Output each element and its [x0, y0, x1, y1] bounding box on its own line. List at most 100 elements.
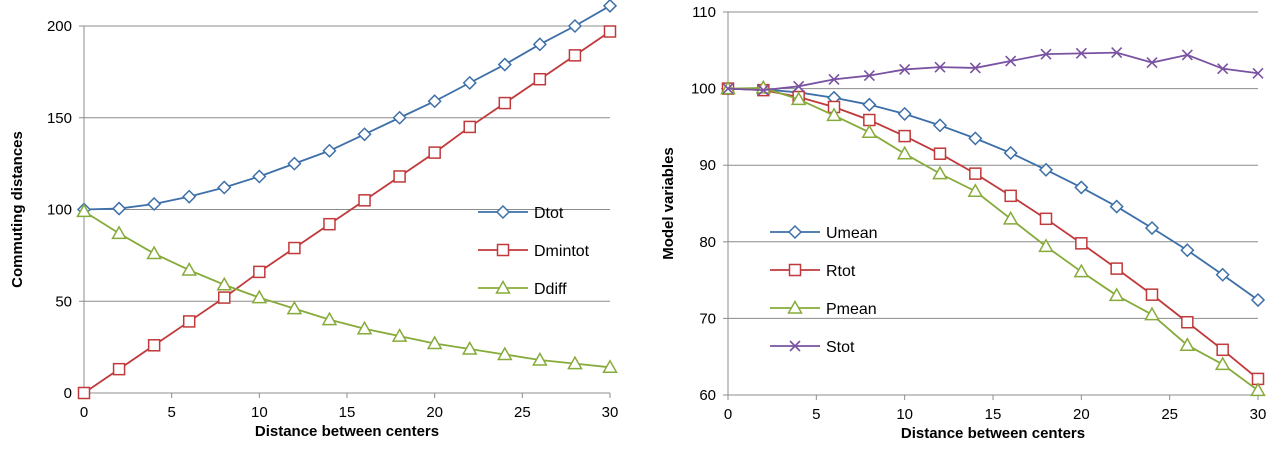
x-tick-label: 0	[724, 406, 732, 423]
data-point	[356, 320, 373, 335]
data-point	[392, 110, 407, 125]
legend-entry: Dmintot	[478, 243, 590, 260]
legend-marker	[495, 204, 511, 220]
data-point	[76, 203, 92, 218]
series-dtot	[76, 0, 618, 217]
data-point	[217, 180, 232, 195]
y-tick-label: 100	[691, 81, 716, 98]
x-tick-label: 5	[812, 406, 820, 423]
data-point	[252, 169, 267, 184]
data-point	[1250, 382, 1266, 397]
series-stot	[722, 47, 1264, 96]
data-point	[1181, 315, 1194, 329]
data-point	[828, 73, 840, 85]
data-point	[462, 75, 477, 90]
data-point	[428, 146, 441, 159]
data-point	[932, 165, 948, 180]
data-point	[1180, 243, 1195, 258]
data-point	[357, 127, 372, 142]
series-umean	[720, 81, 1266, 308]
data-point	[391, 328, 408, 342]
data-point	[322, 143, 337, 158]
x-tick-label: 5	[167, 404, 175, 421]
data-point	[568, 49, 582, 62]
data-point	[826, 107, 842, 122]
data-point	[497, 57, 512, 72]
legend-entry: Dtot	[478, 204, 564, 222]
data-point	[1146, 56, 1158, 69]
data-point	[933, 147, 947, 160]
legend-entry: Rtot	[770, 263, 856, 280]
data-point	[321, 311, 338, 326]
legend: Umean Rtot Pmean Stot	[770, 224, 878, 356]
legend-marker	[787, 224, 803, 240]
data-point	[1040, 48, 1052, 60]
series-pmean	[720, 79, 1266, 397]
series-line	[727, 87, 1259, 301]
series-line	[83, 210, 611, 369]
data-point	[323, 217, 336, 231]
data-point	[757, 84, 769, 96]
data-point	[1075, 237, 1088, 250]
x-axis-title: Distance between centers	[901, 425, 1085, 442]
data-point	[603, 25, 617, 38]
data-point	[1003, 145, 1018, 161]
data-point	[147, 339, 161, 352]
data-point	[863, 70, 875, 82]
data-point	[932, 118, 948, 133]
data-point	[182, 189, 197, 204]
data-point	[896, 145, 913, 160]
data-point	[533, 72, 547, 86]
data-point	[1005, 55, 1017, 67]
series-line	[83, 5, 611, 211]
data-point	[426, 335, 443, 350]
legend-label: Dtot	[534, 205, 564, 222]
data-point	[358, 194, 371, 207]
data-point	[1217, 63, 1229, 75]
y-tick-label: 200	[47, 18, 72, 35]
data-point	[182, 315, 196, 328]
y-tick-label: 70	[699, 310, 716, 327]
legend-entry: Pmean	[770, 299, 877, 318]
data-point	[1073, 263, 1090, 278]
series-line	[83, 30, 611, 394]
x-tick-label: 10	[896, 406, 913, 423]
data-point	[793, 80, 805, 92]
data-point	[288, 241, 301, 255]
x-tick-label: 25	[1161, 406, 1178, 423]
data-point	[1144, 220, 1160, 236]
x-tick-label: 0	[80, 404, 88, 421]
data-point	[1002, 210, 1019, 225]
data-point	[1252, 67, 1264, 79]
data-point	[861, 124, 878, 139]
y-tick-label: 50	[55, 293, 72, 310]
data-point	[722, 83, 734, 95]
data-point	[969, 167, 982, 180]
series-rtot	[721, 82, 1265, 386]
series-dmintot	[77, 25, 617, 400]
x-tick-label: 15	[985, 406, 1002, 423]
data-point	[111, 225, 127, 240]
data-point	[934, 61, 946, 73]
y-tick-label: 100	[47, 202, 72, 219]
data-point	[112, 201, 127, 216]
data-point	[1215, 267, 1230, 282]
data-point	[1145, 288, 1159, 301]
data-point	[287, 156, 302, 171]
series-line	[727, 51, 1259, 92]
data-point	[1004, 189, 1017, 203]
data-point	[253, 265, 266, 279]
x-tick-label: 15	[339, 404, 356, 421]
data-point	[393, 170, 406, 183]
y-tick-label: 0	[64, 385, 72, 402]
data-point	[1108, 287, 1125, 302]
x-tick-label: 25	[514, 404, 531, 421]
data-point	[899, 63, 911, 76]
data-point	[897, 106, 912, 121]
y-tick-label: 150	[47, 110, 72, 127]
legend-label: Pmean	[826, 301, 877, 318]
data-point	[532, 37, 547, 52]
series-ddiff	[76, 203, 618, 374]
series-line	[727, 86, 1259, 392]
